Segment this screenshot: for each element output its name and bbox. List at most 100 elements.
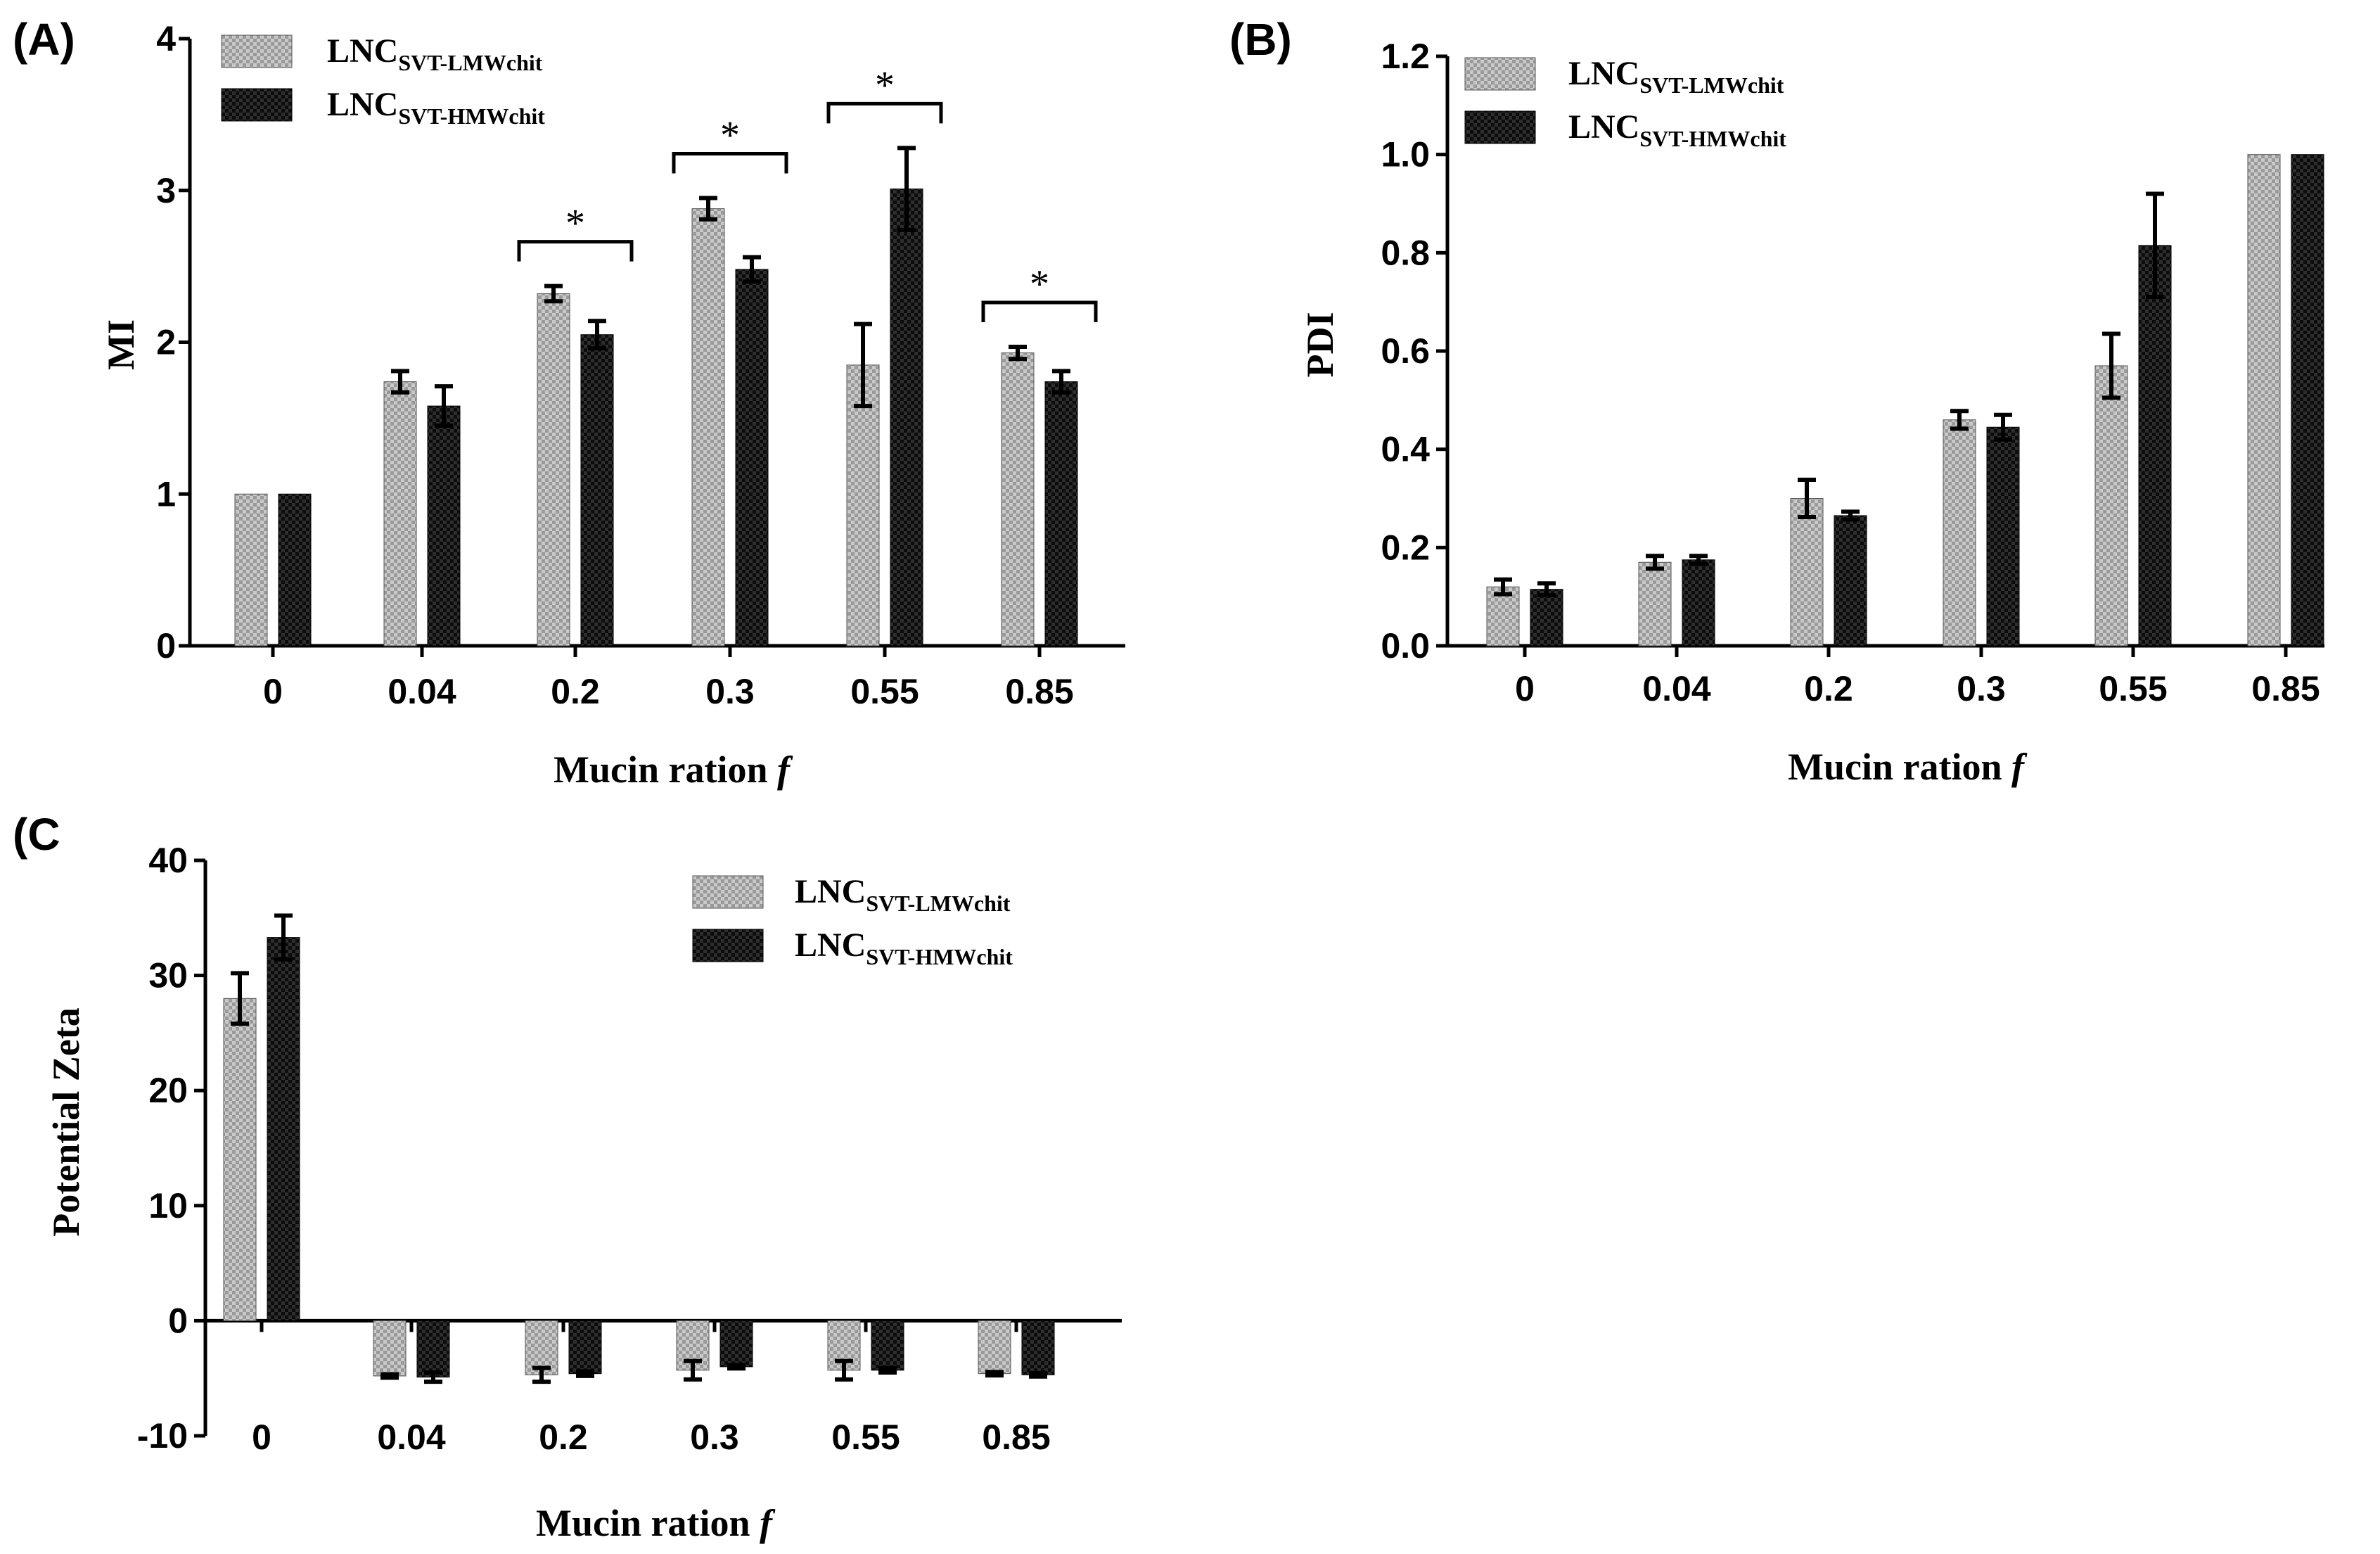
y-tick-label: 0.6 (1381, 331, 1430, 371)
bar (1001, 352, 1035, 647)
chart-panel-a: (A) MI Mucin ration f 0 1 2 3 4 0 0.04 0.2 0.3 0.… (13, 14, 1125, 791)
legend-swatch (221, 34, 293, 68)
bar (2291, 154, 2324, 647)
bar (223, 998, 257, 1321)
bar (846, 364, 880, 647)
bar (568, 1320, 602, 1375)
x-tick-label: 0 (252, 1418, 271, 1457)
bar (890, 189, 923, 647)
bar (383, 381, 417, 647)
y-tick-label: 0.0 (1381, 626, 1430, 665)
chart-panel-c: (C Potential Zeta Mucin ration f -10 0 10 2… (13, 809, 1122, 1544)
legend-label: LNCSVT-HMWchit (327, 86, 545, 129)
significance-star: * (875, 63, 895, 107)
bar (2138, 245, 2172, 647)
x-tick-label: 0 (263, 672, 283, 711)
marks (1494, 191, 2164, 598)
y-tick-label: 20 (148, 1071, 188, 1110)
y-tick-label: 4 (156, 19, 176, 58)
legend: LNCSVT-LMWchit LNCSVT-HMWchit (692, 873, 1013, 969)
bars (223, 937, 1055, 1378)
significance-star: * (1030, 262, 1049, 306)
legend-label: LNCSVT-HMWchit (1568, 108, 1786, 151)
legend-swatch (692, 875, 764, 909)
x-tick-label: 0.55 (850, 672, 919, 711)
x-tick-label: 0.55 (2099, 669, 2167, 708)
panel-label: (B) (1229, 14, 1292, 65)
chart-panel-b: (B) PDI Mucin ration f 0.0 0.2 0.4 0.6 0.8 1.… (1229, 14, 2324, 788)
legend: LNCSVT-LMWchit LNCSVT-HMWchit (1464, 55, 1786, 151)
legend-label: LNCSVT-LMWchit (1568, 55, 1784, 98)
bar (1834, 515, 1867, 647)
bar (537, 293, 570, 647)
bar (1044, 381, 1078, 647)
bar (1986, 426, 2020, 647)
y-tick-label: 2 (156, 323, 176, 362)
legend-label: LNCSVT-LMWchit (327, 32, 543, 75)
y-tick-label: 0.8 (1381, 233, 1430, 272)
y-tick-label: -10 (137, 1416, 188, 1456)
x-tick-label: 0.55 (831, 1418, 900, 1457)
panel-label: (C (13, 809, 60, 860)
legend-swatch (1464, 110, 1536, 144)
bars (234, 189, 1078, 647)
axes: -10 0 10 20 30 40 0 0.04 0.2 0.3 0.55 0.85 (137, 841, 1122, 1457)
axes: 0 1 2 3 4 0 0.04 0.2 0.3 0.55 0.85 (156, 19, 1125, 711)
bar (1486, 586, 1520, 647)
marks (231, 913, 1047, 1384)
significance-bracket (517, 240, 634, 262)
y-tick-label: 3 (156, 171, 176, 210)
y-tick-label: 1 (156, 474, 176, 514)
axes: 0.0 0.2 0.4 0.6 0.8 1.0 1.2 0 0.04 0.2 0.3 0.55 0.85 (1381, 37, 2324, 708)
y-tick-label: 10 (148, 1186, 188, 1225)
marks: * * * * (391, 63, 1098, 428)
bar (1530, 589, 1563, 647)
x-tick-label: 0.04 (388, 672, 456, 711)
bar (2094, 365, 2128, 647)
x-tick-label: 0.04 (377, 1418, 446, 1457)
x-tick-label: 0.85 (982, 1418, 1050, 1457)
bar (416, 1320, 450, 1378)
x-tick-label: 0.3 (690, 1418, 739, 1457)
bar (871, 1320, 904, 1371)
bar (2247, 154, 2281, 647)
y-tick-label: 40 (148, 841, 188, 880)
bar (1638, 561, 1672, 647)
x-axis-title: Mucin ration f (1788, 746, 2028, 788)
bar (719, 1320, 753, 1368)
x-tick-label: 0 (1515, 669, 1535, 708)
bar (691, 208, 725, 647)
x-axis-title: Mucin ration f (554, 749, 793, 791)
bar (234, 493, 268, 647)
significance-star: * (565, 202, 585, 246)
significance-bracket (672, 152, 788, 174)
y-tick-label: 30 (148, 956, 188, 995)
bar (580, 334, 614, 647)
bar (978, 1320, 1011, 1375)
legend-label: LNCSVT-LMWchit (795, 873, 1011, 916)
y-tick-label: 0 (156, 626, 176, 665)
x-tick-label: 0.2 (539, 1418, 588, 1457)
bars (1486, 154, 2324, 647)
y-tick-label: 1.2 (1381, 37, 1430, 76)
y-tick-label: 0.2 (1381, 528, 1430, 567)
x-tick-label: 0.04 (1642, 669, 1711, 708)
y-tick-label: 0.4 (1381, 430, 1430, 469)
y-axis-title: PDI (1299, 312, 1341, 378)
x-tick-label: 0.85 (1005, 672, 1073, 711)
y-axis-title: MI (100, 319, 142, 370)
bar (267, 937, 300, 1321)
x-tick-label: 0.3 (1957, 669, 2006, 708)
bar (1943, 419, 1976, 647)
panel-label: (A) (13, 14, 75, 65)
legend-swatch (692, 929, 764, 962)
significance-bracket (826, 101, 943, 124)
y-axis-title: Potential Zeta (45, 1007, 87, 1236)
bar (1682, 559, 1715, 647)
x-axis-title: Mucin ration f (536, 1502, 776, 1544)
x-tick-label: 0.2 (1804, 669, 1853, 708)
legend: LNCSVT-LMWchit LNCSVT-HMWchit (221, 32, 545, 129)
legend-label: LNCSVT-HMWchit (795, 926, 1013, 969)
significance-bracket (981, 300, 1098, 322)
